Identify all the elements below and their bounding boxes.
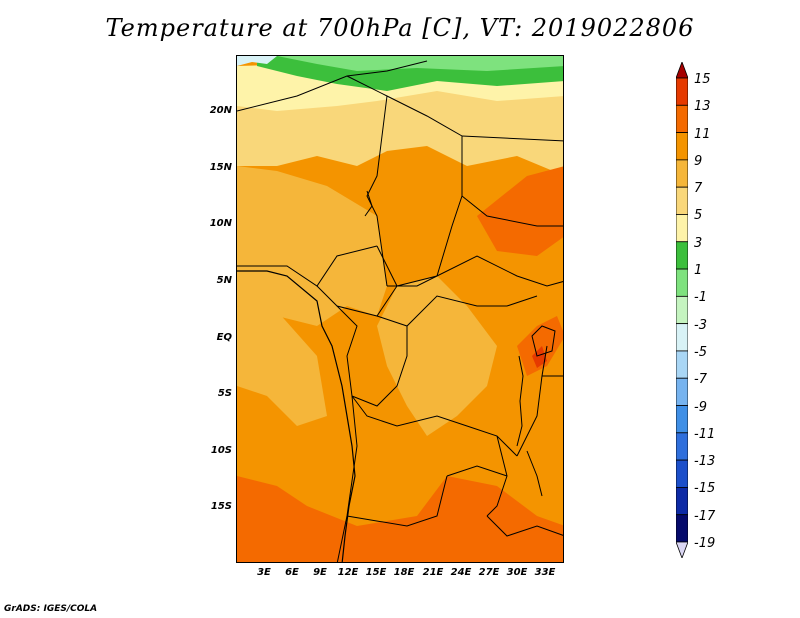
lat-label-5s: 5S [217,388,232,399]
colorbar-label: 13 [694,99,711,115]
field-deep-red-lake [532,346,547,368]
field-light-orange-center [377,276,497,436]
colorbar-swatch [676,459,688,488]
lat-label-15s: 15S [210,501,232,512]
colorbar-swatch [676,159,688,188]
lon-label-24e: 24E [450,567,472,578]
colorbar-top-arrow [676,62,688,79]
colorbar-label: 5 [694,208,703,224]
field-light-green-north [277,56,563,71]
colorbar-label: -17 [694,508,716,524]
lon-label-9e: 9E [313,567,327,578]
colorbar-swatch [676,514,688,543]
colorbar-swatch [676,241,688,270]
colorbar-label: 15 [694,72,711,87]
lat-label-10n: 10N [209,218,232,229]
colorbar-label: -9 [694,399,707,415]
lon-label-30e: 30E [506,567,528,578]
country-boundaries [237,60,563,562]
lakes [364,190,556,497]
colorbar [676,62,688,558]
lon-label-33e: 33E [534,567,556,578]
lon-label-6e: 6E [285,567,299,578]
colorbar-swatch [676,350,688,379]
footer-credit: GrADS: IGES/COLA [4,604,98,614]
colorbar-swatch [676,405,688,434]
coastline [237,270,356,562]
colorbar-label: -3 [694,317,707,333]
lon-label-12e: 12E [337,567,359,578]
field-orange-red-east [477,166,563,256]
map-canvas [237,56,563,562]
colorbar-label: -11 [694,426,716,442]
chart-title: Temperature at 700hPa [C], VT: 201902280… [105,14,695,42]
lat-label-10s: 10S [210,445,232,456]
temperature-map [236,55,564,563]
lon-label-15e: 15E [365,567,387,578]
lat-label-5n: 5N [216,275,232,286]
colorbar-swatch [676,214,688,243]
colorbar-label: 1 [694,263,703,279]
colorbar-swatch [676,432,688,461]
colorbar-swatch [676,268,688,297]
lon-label-27e: 27E [478,567,500,578]
colorbar-swatch [676,132,688,161]
colorbar-label: -1 [694,290,707,306]
colorbar-label: -7 [694,372,707,388]
colorbar-label: -5 [694,344,707,360]
lat-label-20n: 20N [209,105,232,116]
colorbar-label: -13 [694,454,716,470]
field-orange-red-lake [517,316,563,376]
colorbar-swatch [676,104,688,133]
lon-label-21e: 21E [422,567,444,578]
colorbar-bottom-arrow [676,541,688,558]
lat-label-eq: EQ [216,332,232,343]
colorbar-swatch [676,186,688,215]
colorbar-label: 9 [694,153,703,169]
lon-label-18e: 18E [393,567,415,578]
colorbar-swatch [676,487,688,516]
colorbar-swatch [676,77,688,106]
field-light-orange-sw [237,306,327,426]
lon-label-3e: 3E [257,567,271,578]
colorbar-label: -19 [694,536,716,551]
colorbar-swatch [676,295,688,325]
colorbar-label: -15 [694,481,716,497]
colorbar-label: 7 [694,181,703,197]
field-pale-blue-corner [237,56,277,66]
field-light-orange-west [237,166,387,326]
colorbar-swatch [676,323,688,352]
colorbar-swatch [676,377,688,406]
colorbar-label: 3 [694,235,703,251]
colorbar-label: 11 [694,126,711,142]
lat-label-15n: 15N [209,162,232,173]
field-orange-red-south [237,476,563,562]
